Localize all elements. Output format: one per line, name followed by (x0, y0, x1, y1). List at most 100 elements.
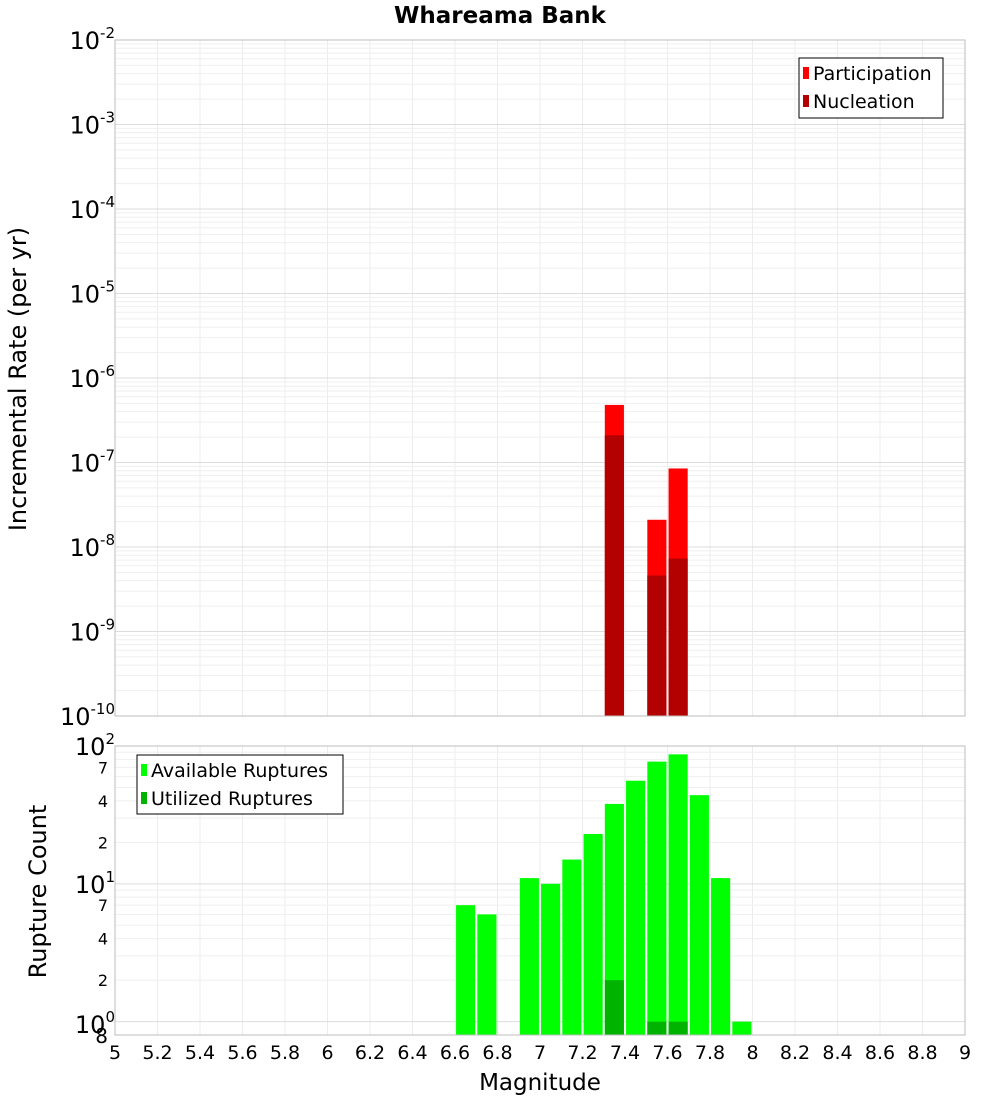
x-tick-label: 6.6 (440, 1042, 470, 1064)
bottom-series-utilized-ruptures (604, 980, 688, 1035)
bar-nucleation (668, 558, 688, 716)
bottom-y-minor-label: 2 (98, 833, 108, 852)
bottom-y-minor-label: 2 (98, 971, 108, 990)
bar-available-ruptures (647, 761, 667, 1035)
x-tick-label: 7.8 (695, 1042, 725, 1064)
bottom-plot-frame (114, 745, 966, 1036)
x-tick-label: 8 (746, 1042, 758, 1064)
bottom-y-tick-label: 102 (75, 730, 115, 761)
bottom-y-minor-label: 7 (98, 896, 108, 915)
bottom-y-tick-label: 101 (75, 868, 115, 899)
top-legend-label: Participation (813, 63, 932, 85)
bottom-y-tick-label-exponent: 0 (105, 1008, 115, 1026)
bottom-y-minor-label: 4 (98, 930, 108, 949)
top-y-tick-label: 10-2 (69, 24, 115, 55)
bar-available-ruptures (562, 859, 582, 1035)
x-tick-label: 6.2 (355, 1042, 385, 1064)
top-legend-label: Nucleation (813, 91, 915, 113)
x-tick-label: 6 (321, 1042, 333, 1064)
bar-nucleation (604, 435, 624, 716)
top-legend-box (798, 57, 944, 119)
top-y-tick-label: 10-3 (69, 109, 115, 140)
bottom-y-axis-label: Rupture Count (24, 805, 52, 979)
x-ticks: 5 5.2 5.4 5.6 5.8 6 6.2 6.4 6.6 6.8 7 7.2 7.4 7.6 7.8 8… (109, 1042, 971, 1064)
top-panel: 10-1010-910-810-710-610-510-410-310-2Par… (60, 24, 966, 731)
top-y-tick-label-exponent: -4 (100, 193, 115, 211)
top-y-tick-label: 10-10 (60, 700, 115, 731)
bottom-y-tick-label-exponent: 2 (105, 730, 115, 748)
top-legend: Participation Nucleation (798, 57, 944, 119)
chart-title: Whareama Bank (394, 3, 607, 29)
bar-available-ruptures (541, 883, 561, 1035)
top-y-tick-label: 10-4 (69, 193, 115, 224)
top-y-tick-label-base: 10 (69, 365, 100, 393)
bar-utilized-ruptures (604, 980, 624, 1035)
bottom-series-available-ruptures (456, 754, 752, 1035)
top-y-tick-label: 10-7 (69, 447, 115, 478)
x-tick-label: 5 (109, 1042, 121, 1064)
x-tick-label: 7.4 (610, 1042, 640, 1064)
bar-available-ruptures (626, 780, 646, 1035)
bottom-y-minor-label: 4 (98, 792, 108, 811)
bar-available-ruptures (732, 1021, 752, 1035)
x-tick-label: 7.6 (652, 1042, 682, 1064)
top-y-tick-label-base: 10 (69, 619, 100, 647)
bottom-legend-box (136, 754, 344, 815)
top-y-tick-label-base: 10 (69, 112, 100, 140)
top-y-tick-label: 10-5 (69, 278, 115, 309)
top-y-tick-label-base: 10 (69, 196, 100, 224)
bar-available-ruptures (519, 878, 539, 1035)
top-y-tick-label: 10-6 (69, 362, 115, 393)
bar-available-ruptures (604, 803, 624, 1035)
bar-available-ruptures (583, 833, 603, 1035)
top-y-tick-label-exponent: -5 (100, 278, 115, 296)
x-tick-label: 6.8 (482, 1042, 512, 1064)
bottom-legend-swatch (141, 764, 147, 776)
top-series-nucleation (604, 435, 688, 716)
top-grid (114, 39, 966, 717)
top-plot-frame (114, 39, 966, 717)
top-y-tick-label-exponent: -9 (100, 616, 115, 634)
x-tick-label: 8.2 (780, 1042, 810, 1064)
bar-available-ruptures (689, 795, 709, 1035)
x-tick-label: 9 (959, 1042, 971, 1064)
top-y-tick-label-exponent: -2 (100, 24, 115, 42)
x-tick-label: 8.8 (907, 1042, 937, 1064)
bottom-y-tick-label-exponent: 1 (105, 868, 115, 886)
bar-utilized-ruptures (647, 1021, 667, 1035)
bar-available-ruptures (711, 878, 731, 1035)
x-tick-label: 7.2 (567, 1042, 597, 1064)
x-tick-label: 6.4 (397, 1042, 427, 1064)
top-y-tick-label-exponent: -8 (100, 531, 115, 549)
x-tick-label: 7 (534, 1042, 546, 1064)
bottom-legend-label: Available Ruptures (151, 760, 328, 782)
bar-nucleation (647, 575, 667, 716)
top-y-axis-label: Incremental Rate (per yr) (4, 227, 32, 531)
bar-available-ruptures (456, 905, 476, 1035)
top-y-tick-label-exponent: -10 (91, 700, 116, 718)
bottom-y-minor-label: 8 (95, 1024, 108, 1048)
bottom-legend-swatch (141, 792, 147, 804)
x-tick-label: 8.4 (822, 1042, 852, 1064)
bottom-y-tick-label-base: 10 (75, 733, 106, 761)
top-y-tick-label-exponent: -7 (100, 447, 115, 465)
top-y-tick-label: 10-9 (69, 616, 115, 647)
x-tick-label: 8.6 (865, 1042, 895, 1064)
top-y-tick-label-exponent: -3 (100, 109, 115, 127)
bottom-legend: Available Ruptures Utilized Ruptures (136, 754, 344, 815)
top-legend-swatch (803, 67, 809, 79)
bottom-y-minor-label: 7 (98, 758, 108, 777)
top-y-tick-label-base: 10 (69, 450, 100, 478)
top-y-tick-label-base: 10 (60, 703, 91, 731)
top-y-tick-label-exponent: -6 (100, 362, 115, 380)
x-tick-label: 5.8 (270, 1042, 300, 1064)
x-tick-label: 5.4 (185, 1042, 215, 1064)
top-y-tick-label-base: 10 (69, 281, 100, 309)
bar-available-ruptures (477, 914, 497, 1035)
bar-utilized-ruptures (668, 1021, 688, 1035)
x-axis-label: Magnitude (479, 1070, 601, 1096)
